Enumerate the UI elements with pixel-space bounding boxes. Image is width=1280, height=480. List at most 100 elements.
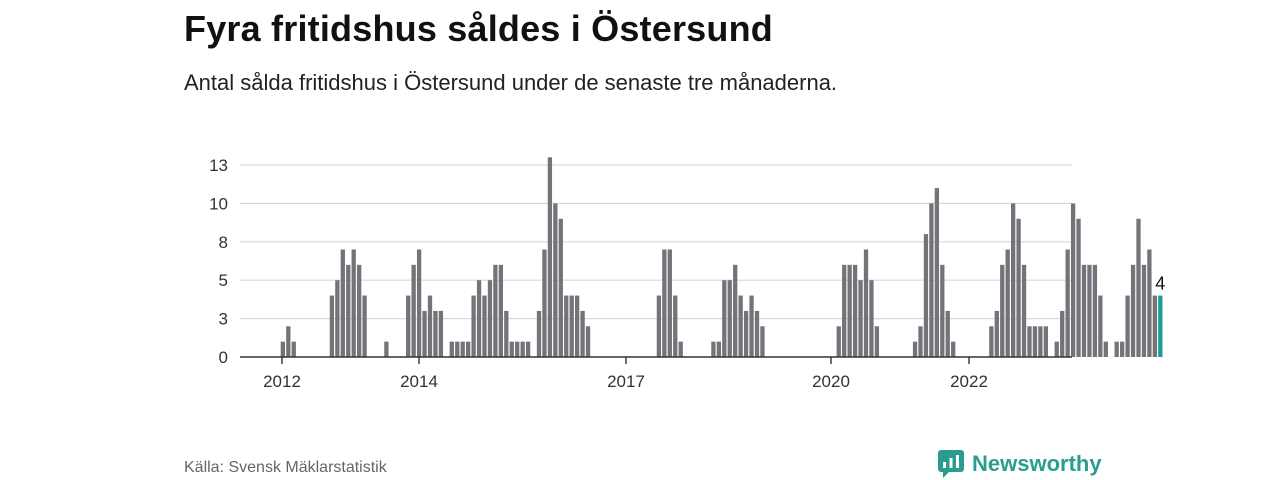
bar <box>951 341 956 357</box>
bar <box>716 341 721 357</box>
bar <box>1016 218 1021 357</box>
bar <box>847 264 852 357</box>
bar <box>487 280 493 357</box>
bar <box>852 264 858 357</box>
bar <box>1043 326 1048 357</box>
bar <box>564 295 569 357</box>
bar <box>329 295 335 357</box>
source-note: Källa: Svensk Mäklarstatistik <box>184 459 387 476</box>
bar <box>558 218 563 357</box>
bar <box>280 341 285 357</box>
bar <box>934 188 939 357</box>
bar <box>286 326 291 357</box>
y-tick-label: 3 <box>219 310 228 329</box>
bar <box>656 295 662 357</box>
bar <box>1038 326 1043 357</box>
bar <box>575 295 580 357</box>
bar <box>520 341 525 357</box>
chart-title: Fyra fritidshus såldes i Östersund <box>184 8 773 49</box>
bar <box>858 280 863 357</box>
bar <box>1021 264 1027 357</box>
bar <box>678 341 683 357</box>
bar <box>362 295 367 357</box>
bar-highlight <box>1158 295 1163 357</box>
x-tick-label: 2012 <box>263 372 301 391</box>
y-tick-label: 10 <box>209 194 228 213</box>
bar <box>662 249 667 357</box>
bar <box>547 157 553 357</box>
x-tick-label: 2014 <box>400 372 438 391</box>
bar <box>733 264 738 357</box>
bar <box>754 310 760 357</box>
bar <box>743 310 749 357</box>
bar <box>1076 218 1081 357</box>
bar <box>504 310 509 357</box>
chart-subtitle: Antal sålda fritidshus i Östersund under… <box>184 70 838 95</box>
bar <box>1120 341 1125 357</box>
bar <box>482 295 487 357</box>
bar <box>1103 341 1108 357</box>
bar <box>945 310 950 357</box>
bar <box>722 280 727 357</box>
bar <box>406 295 411 357</box>
newsworthy-logo-icon <box>938 450 964 478</box>
bar <box>438 310 444 357</box>
bar <box>918 326 923 357</box>
bar <box>493 264 498 357</box>
bar <box>509 341 514 357</box>
bar <box>912 341 918 357</box>
bar <box>1032 326 1038 357</box>
bar <box>1141 264 1147 357</box>
bar <box>749 295 754 357</box>
bar <box>667 249 672 357</box>
y-tick-label: 0 <box>219 348 228 367</box>
bar <box>340 249 345 357</box>
bar <box>433 310 438 357</box>
bar <box>580 310 585 357</box>
bar <box>1125 295 1130 357</box>
bar <box>498 264 503 357</box>
bar <box>542 249 547 357</box>
bar <box>346 264 351 357</box>
bar <box>1027 326 1032 357</box>
bar <box>869 280 874 357</box>
x-tick-label: 2020 <box>812 372 850 391</box>
bar <box>536 310 542 357</box>
bar <box>460 341 465 357</box>
bar <box>357 264 362 357</box>
brand-logo: Newsworthy <box>938 450 1102 478</box>
bar <box>291 341 296 357</box>
bar <box>476 280 482 357</box>
bar <box>929 203 934 357</box>
bar <box>1130 264 1136 357</box>
bar <box>989 326 994 357</box>
bar <box>471 295 476 357</box>
bar <box>335 280 340 357</box>
bar <box>923 234 929 357</box>
bar <box>466 341 471 357</box>
bar <box>711 341 716 357</box>
bar <box>1098 295 1103 357</box>
bar <box>1060 310 1065 357</box>
y-tick-label: 5 <box>219 271 228 290</box>
bar <box>416 249 422 357</box>
bar <box>760 326 765 357</box>
bar <box>1011 203 1016 357</box>
bar <box>1070 203 1076 357</box>
bar <box>874 326 880 357</box>
bar <box>427 295 433 357</box>
bar <box>1114 341 1119 357</box>
bar <box>585 326 591 357</box>
y-tick-label: 8 <box>219 233 228 252</box>
bar <box>449 341 454 357</box>
bar <box>455 341 460 357</box>
bar <box>1092 264 1098 357</box>
bar <box>569 295 574 357</box>
bar <box>525 341 531 357</box>
bar <box>842 264 847 357</box>
x-tick-label: 2022 <box>950 372 988 391</box>
bar <box>1152 295 1157 357</box>
bar <box>863 249 869 357</box>
bar <box>1081 264 1087 357</box>
